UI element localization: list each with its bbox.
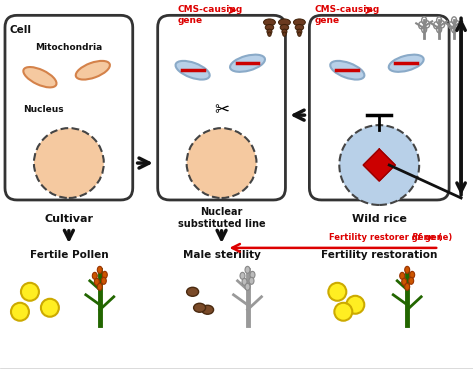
Text: Male sterility: Male sterility — [182, 250, 261, 260]
Circle shape — [41, 299, 59, 317]
Ellipse shape — [101, 277, 106, 284]
FancyBboxPatch shape — [310, 15, 449, 200]
Text: Nuclear
substituted line: Nuclear substituted line — [178, 207, 265, 230]
Text: Fertility restoration: Fertility restoration — [321, 250, 438, 260]
Text: Fertility restorer gene (: Fertility restorer gene ( — [329, 233, 442, 242]
Circle shape — [34, 128, 104, 198]
Ellipse shape — [175, 61, 210, 80]
Circle shape — [346, 296, 365, 314]
Ellipse shape — [102, 271, 107, 278]
Text: Cell: Cell — [10, 25, 32, 35]
Ellipse shape — [242, 278, 247, 285]
Text: Mitochondria: Mitochondria — [35, 43, 102, 52]
Ellipse shape — [279, 19, 291, 26]
Ellipse shape — [240, 272, 245, 279]
Text: CMS-causing
gene: CMS-causing gene — [314, 5, 380, 25]
Ellipse shape — [405, 283, 410, 290]
Ellipse shape — [23, 67, 56, 87]
Ellipse shape — [283, 32, 286, 36]
Ellipse shape — [97, 283, 102, 290]
Text: Rf: Rf — [412, 233, 422, 242]
Ellipse shape — [187, 287, 199, 296]
Ellipse shape — [295, 25, 304, 31]
Ellipse shape — [245, 283, 250, 290]
Text: Fertile Pollen: Fertile Pollen — [29, 250, 108, 260]
Ellipse shape — [193, 303, 206, 312]
Polygon shape — [363, 149, 395, 181]
Ellipse shape — [293, 19, 305, 26]
Circle shape — [11, 303, 29, 321]
Ellipse shape — [92, 272, 97, 279]
Ellipse shape — [401, 278, 407, 285]
Ellipse shape — [76, 61, 110, 80]
Text: Wild rice: Wild rice — [352, 214, 407, 224]
Circle shape — [21, 283, 39, 301]
Text: gene): gene) — [422, 233, 452, 242]
Ellipse shape — [282, 29, 287, 34]
Ellipse shape — [280, 25, 289, 31]
Ellipse shape — [409, 277, 414, 284]
Circle shape — [328, 283, 346, 301]
Circle shape — [339, 125, 419, 205]
Ellipse shape — [250, 271, 255, 278]
Ellipse shape — [245, 266, 250, 273]
Ellipse shape — [249, 277, 254, 284]
Ellipse shape — [267, 29, 272, 34]
Ellipse shape — [298, 32, 301, 36]
Ellipse shape — [94, 278, 100, 285]
Text: ✂: ✂ — [214, 101, 229, 119]
Text: Cultivar: Cultivar — [45, 214, 93, 224]
Ellipse shape — [297, 29, 302, 34]
Ellipse shape — [230, 55, 265, 72]
FancyBboxPatch shape — [5, 15, 133, 200]
Ellipse shape — [410, 271, 415, 278]
Ellipse shape — [201, 305, 214, 314]
Ellipse shape — [389, 55, 424, 72]
Ellipse shape — [400, 272, 405, 279]
FancyBboxPatch shape — [158, 15, 285, 200]
Ellipse shape — [265, 25, 273, 31]
Text: CMS-causing
gene: CMS-causing gene — [178, 5, 243, 25]
Ellipse shape — [268, 32, 271, 36]
Ellipse shape — [330, 61, 365, 80]
Text: Nucleus: Nucleus — [23, 105, 64, 114]
Ellipse shape — [405, 266, 410, 273]
Circle shape — [334, 303, 352, 321]
Ellipse shape — [97, 266, 102, 273]
Ellipse shape — [264, 19, 275, 26]
Circle shape — [187, 128, 256, 198]
